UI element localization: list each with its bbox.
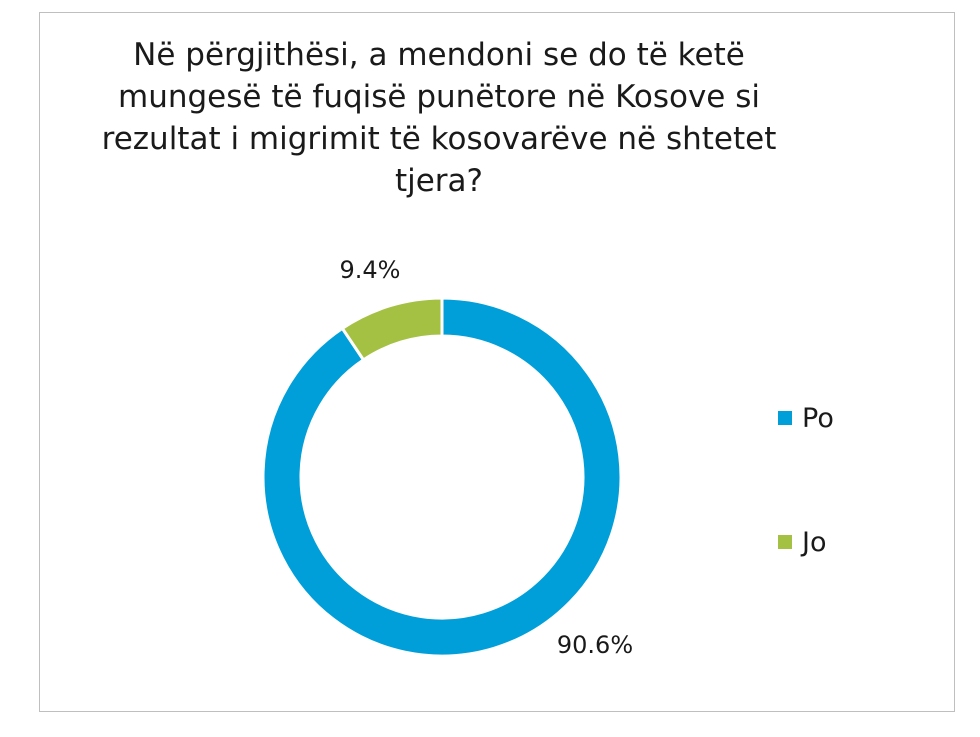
data-label-po: 90.6% bbox=[557, 631, 633, 659]
legend-item-jo: Jo bbox=[778, 519, 834, 565]
chart-title-line-4: tjera? bbox=[394, 163, 484, 199]
legend-label-jo: Jo bbox=[802, 526, 827, 558]
legend-item-po: Po bbox=[778, 395, 834, 441]
chart-title-line-1: Në përgjithësi, a mendoni se do të ketë bbox=[133, 37, 745, 73]
chart-title-line-2: mungesë të fuqisë punëtore në Kosove si bbox=[118, 79, 760, 115]
chart-frame bbox=[39, 12, 955, 712]
legend: Po Jo bbox=[778, 395, 834, 643]
chart-title: Në përgjithësi, a mendoni se do të ketë … bbox=[39, 34, 839, 202]
legend-swatch-jo bbox=[778, 535, 792, 549]
data-label-jo: 9.4% bbox=[340, 256, 401, 284]
legend-swatch-po bbox=[778, 411, 792, 425]
slice-jo bbox=[340, 296, 444, 362]
legend-label-po: Po bbox=[802, 402, 834, 434]
chart-title-line-3: rezultat i migrimit të kosovarëve në sht… bbox=[101, 121, 777, 157]
slice-po bbox=[261, 296, 623, 658]
